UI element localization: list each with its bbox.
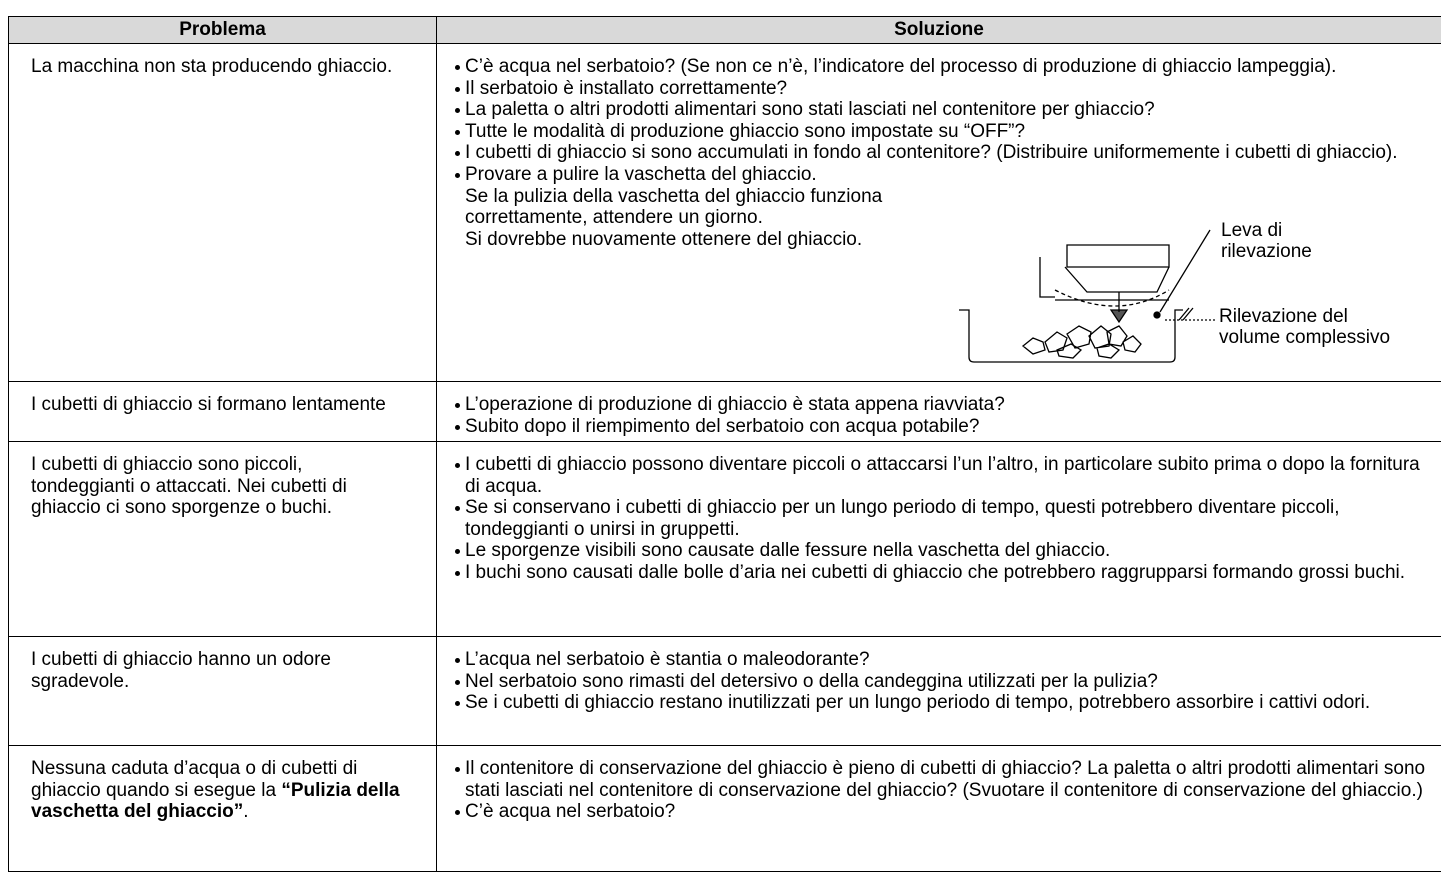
solution-text: L’acqua nel serbatoio è stantia o maleod… [465,649,870,670]
bullet [455,810,460,816]
solution-text: Le sporgenze visibili sono causate dalle… [465,540,1111,562]
solution-text: Tutte le modalità di produzione ghiaccio… [465,120,1026,142]
bullet [455,424,460,430]
lever-pointer [1159,229,1211,313]
table-row: Nessuna caduta d’acqua o di cubetti di g… [8,745,1441,872]
lever-pivot [1153,311,1161,319]
drop-arrow [1109,292,1129,324]
problem-text: I cubetti di ghiaccio hanno un odore sgr… [31,649,331,692]
table-body: La macchina non sta producendo ghiaccio.… [8,43,1441,872]
bullet [455,463,460,468]
bin-outline [959,309,1183,363]
solution-text: Subito dopo il riempimento del serbatoio… [465,415,980,437]
bullet [455,506,460,512]
problem-cell: I cubetti di ghiaccio hanno un odore sgr… [8,636,437,746]
solution-cell: C’è acqua nel serbatoio? (Se non ce n’è,… [436,43,1441,382]
solution-text: I cubetti di ghiaccio possono diventare … [465,454,1420,497]
solution-item: Tutte le modalità di produzione ghiaccio… [454,121,1439,143]
solution-item: I cubetti di ghiaccio si sono accumulati… [454,142,1439,164]
solution-item: I buchi sono causati dalle bolle d’aria … [454,562,1439,584]
problem-cell: I cubetti di ghiaccio sono piccoli, tond… [8,441,437,637]
figure: Leva di rilevazione Rilevazione del volum… [947,220,1437,372]
solution-line: Se la pulizia della vaschetta del ghiacc… [465,185,883,229]
volume-label: Rilevazione del volume complessivo [1219,306,1391,348]
lever-label: Leva di rilevazione [1221,220,1312,262]
solution-text: La paletta o altri prodotti alimentari s… [465,99,1155,121]
solution-item: Provare a pulire la vaschetta del ghiacc… [454,164,1439,250]
solution-line: Provare a pulire la vaschetta del ghiacc… [465,163,817,185]
solution-text: Se si conservano i cubetti di ghiaccio p… [465,497,1340,540]
solution-text: Il serbatoio è installato correttamente? [465,77,788,99]
solution-cell: L’acqua nel serbatoio è stantia o maleod… [436,636,1441,746]
solution-item: Il serbatoio è installato correttamente? [454,78,1439,100]
ice-cubes [1021,325,1142,359]
solution-cell: Il contenitore di conservazione del ghia… [436,745,1441,872]
bullet [455,86,460,92]
solution-line: Si dovrebbe nuovamente ottenere del ghia… [465,228,863,250]
solution-text: Provare a pulire la vaschetta del ghiacc… [465,164,955,250]
problem-bold: “Pulizia della vaschetta del ghiaccio” [31,779,400,823]
problem-cell: Nessuna caduta d’acqua o di cubetti di g… [8,745,437,872]
solution-item: L’acqua nel serbatoio è stantia o maleod… [454,649,1439,671]
bullet [455,65,460,70]
solution-text: Il contenitore di conservazione del ghia… [465,758,1426,801]
solution-item: Il contenitore di conservazione del ghia… [454,758,1439,801]
sensor-mark [1178,307,1194,321]
table-row: I cubetti di ghiaccio sono piccoli, tond… [8,441,1441,637]
bullet [455,679,460,685]
problem-end: . [243,801,249,823]
solution-item: La paletta o altri prodotti alimentari s… [454,99,1439,121]
solution-item: Se si conservano i cubetti di ghiaccio p… [454,497,1439,540]
bullet [455,108,460,114]
header-cell: Soluzione [436,16,1441,44]
table-row: I cubetti di ghiaccio hanno un odore sgr… [8,636,1441,746]
problem-cell: I cubetti di ghiaccio si formano lentame… [8,381,437,442]
bullet [455,658,460,663]
solution-text: Se i cubetti di ghiaccio restano inutili… [465,692,1371,714]
bullet [455,172,460,178]
solution-item: I cubetti di ghiaccio possono diventare … [454,454,1439,497]
bullet [455,549,460,555]
troubleshooting-table: Problema Soluzione La macchina non sta p… [8,16,1441,872]
solution-text: I cubetti di ghiaccio si sono accumulati… [465,142,1398,164]
bullet [455,701,460,707]
solution-text: I buchi sono causati dalle bolle d’aria … [465,561,1406,583]
problem-text: La macchina non sta producendo ghiaccio. [31,56,393,77]
header-cell: Problema [8,16,437,44]
solution-item: Le sporgenze visibili sono causate dalle… [454,540,1439,562]
problem-text: I cubetti di ghiaccio si formano lentame… [31,394,386,415]
solution-text: Nel serbatoio sono rimasti del detersivo… [465,670,1158,692]
solution-item: C’è acqua nel serbatoio? [454,801,1439,823]
bullet [455,129,460,135]
problem-text: Nessuna caduta d’acqua o di cubetti di g… [31,758,358,801]
solution-item: Se i cubetti di ghiaccio restano inutili… [454,692,1439,714]
table-row: La macchina non sta producendo ghiaccio.… [8,43,1441,382]
tray-side [1039,257,1055,298]
solution-text: C’è acqua nel serbatoio? (Se non ce n’è,… [465,56,1337,77]
solution-cell: L’operazione di produzione di ghiaccio è… [436,381,1441,442]
solution-item: L’operazione di produzione di ghiaccio è… [454,394,1439,416]
bullet [455,403,460,408]
solution-text: C’è acqua nel serbatoio? [465,801,676,823]
solution-item: Nel serbatoio sono rimasti del detersivo… [454,671,1439,693]
problem-cell: La macchina non sta producendo ghiaccio. [8,43,437,382]
rotation-path [1054,289,1170,307]
bullet [455,570,460,576]
table-row: I cubetti di ghiaccio si formano lentame… [8,381,1441,442]
header-row: Problema Soluzione [8,16,1441,44]
bullet [455,151,460,157]
solution-text: L’operazione di produzione di ghiaccio è… [465,394,1005,415]
solution-item: Subito dopo il riempimento del serbatoio… [454,416,1439,438]
problem-text: I cubetti di ghiaccio sono piccoli, tond… [31,454,347,519]
solution-cell: I cubetti di ghiaccio possono diventare … [436,441,1441,637]
ice-maker-diagram [959,229,1215,363]
bullet [455,767,460,772]
solution-item: C’è acqua nel serbatoio? (Se non ce n’è,… [454,56,1439,78]
tray-body [1064,266,1170,293]
